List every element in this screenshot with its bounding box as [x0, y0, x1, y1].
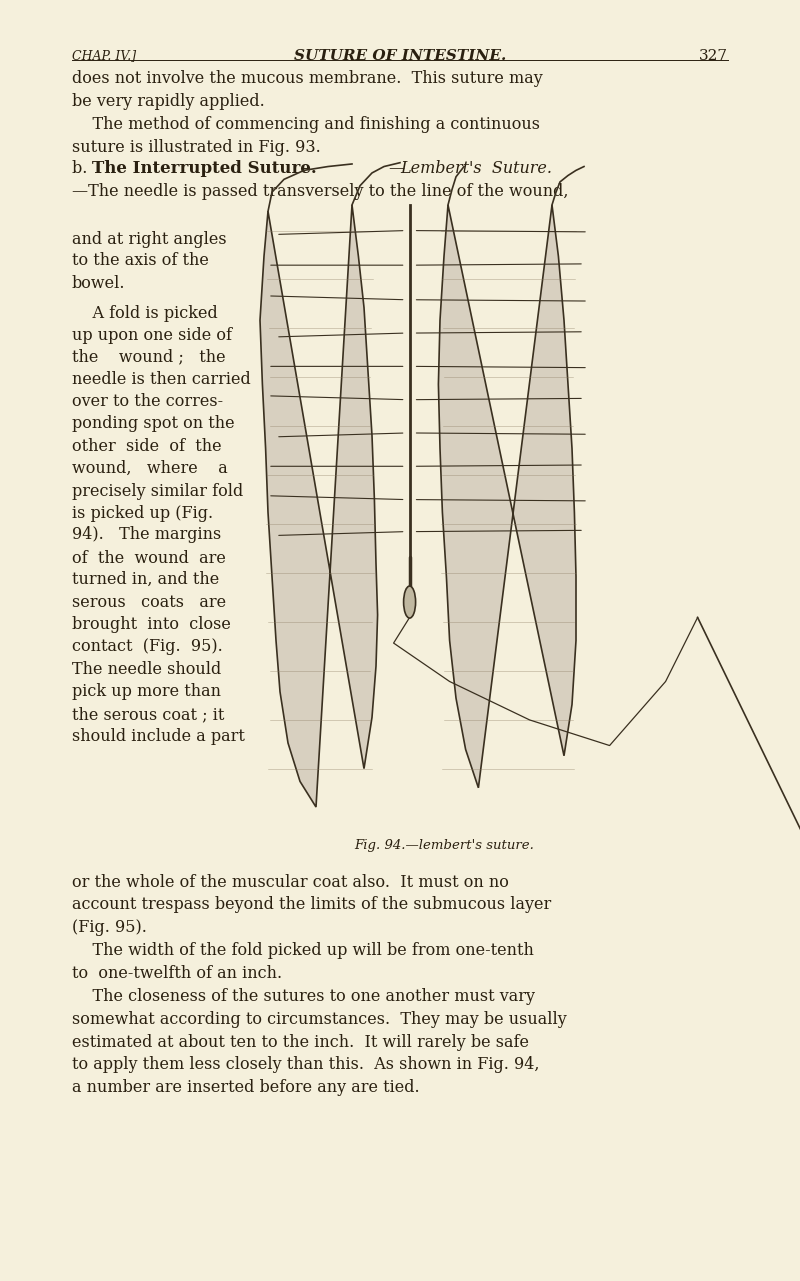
- Text: of  the  wound  are: of the wound are: [72, 550, 226, 566]
- Text: bowel.: bowel.: [72, 275, 126, 292]
- PathPatch shape: [260, 205, 378, 807]
- Text: up upon one side of: up upon one side of: [72, 327, 232, 343]
- Text: precisely similar fold: precisely similar fold: [72, 483, 243, 500]
- Text: to the axis of the: to the axis of the: [72, 252, 209, 269]
- Text: Lembert's  Suture.: Lembert's Suture.: [400, 160, 552, 177]
- Text: wound,   where    a: wound, where a: [72, 460, 228, 477]
- Text: needle is then carried: needle is then carried: [72, 371, 250, 388]
- Text: pick up more than: pick up more than: [72, 683, 221, 699]
- Text: CHAP. IV.]: CHAP. IV.]: [72, 49, 136, 61]
- Text: or the whole of the muscular coat also.  It must on no
account trespass beyond t: or the whole of the muscular coat also. …: [72, 874, 566, 1097]
- Text: the    wound ;   the: the wound ; the: [72, 348, 226, 365]
- Text: does not involve the mucous membrane.  This suture may
be very rapidly applied.
: does not involve the mucous membrane. Th…: [72, 70, 542, 156]
- Text: 327: 327: [699, 49, 728, 63]
- Text: turned in, and the: turned in, and the: [72, 571, 219, 588]
- Text: —The needle is passed transversely to the line of the wound,: —The needle is passed transversely to th…: [72, 183, 569, 200]
- Text: —: —: [388, 160, 404, 177]
- Text: The Interrupted Suture.: The Interrupted Suture.: [92, 160, 317, 177]
- Text: over to the corres-: over to the corres-: [72, 393, 223, 410]
- Text: and at right angles: and at right angles: [72, 231, 226, 247]
- Text: The needle should: The needle should: [72, 661, 222, 678]
- Text: SUTURE OF INTESTINE.: SUTURE OF INTESTINE.: [294, 49, 506, 63]
- PathPatch shape: [438, 205, 576, 788]
- Ellipse shape: [403, 585, 416, 619]
- Text: Fig. 94.—lembert's suture.: Fig. 94.—lembert's suture.: [354, 839, 534, 852]
- Text: other  side  of  the: other side of the: [72, 438, 222, 455]
- Text: A fold is picked: A fold is picked: [72, 305, 218, 322]
- Text: should include a part: should include a part: [72, 728, 245, 744]
- Text: serous   coats   are: serous coats are: [72, 594, 226, 611]
- Text: is picked up (Fig.: is picked up (Fig.: [72, 505, 213, 521]
- Text: 94).   The margins: 94). The margins: [72, 526, 222, 543]
- Text: ponding spot on the: ponding spot on the: [72, 415, 234, 432]
- Text: b.: b.: [72, 160, 98, 177]
- Text: the serous coat ; it: the serous coat ; it: [72, 706, 224, 722]
- Text: brought  into  close: brought into close: [72, 616, 231, 633]
- Text: contact  (Fig.  95).: contact (Fig. 95).: [72, 638, 222, 655]
